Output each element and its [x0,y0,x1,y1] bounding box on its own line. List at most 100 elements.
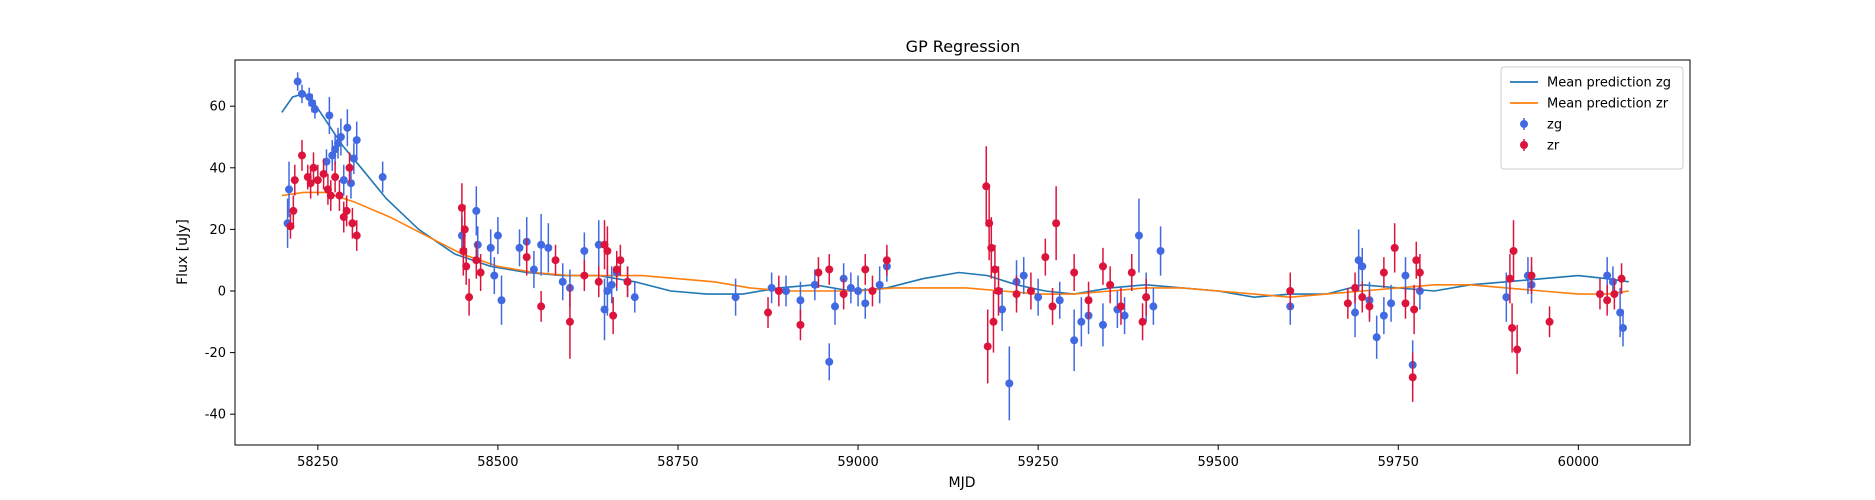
data-point [1412,256,1421,265]
y-tick-label: -40 [205,408,226,423]
legend-label: zg [1547,118,1562,133]
data-point [1505,274,1514,283]
data-point [346,179,355,188]
data-point [1616,308,1625,317]
data-point [1138,317,1147,326]
y-axis-label: Flux [uJy] [175,219,191,285]
data-point [352,136,361,145]
data-point [983,342,992,351]
legend-label: zr [1547,139,1560,154]
data-point [831,302,840,311]
data-point [782,287,791,295]
data-point [861,265,870,274]
x-tick-label: 60000 [1558,455,1599,470]
data-point [594,277,603,286]
data-point [1502,293,1511,302]
y-tick-label: 60 [209,100,226,115]
data-point [1070,336,1079,345]
data-point [861,299,870,308]
data-point [825,265,834,274]
data-point [1343,299,1352,308]
data-point [1401,271,1410,280]
data-point [308,99,317,108]
data-point [1410,305,1419,314]
data-point [343,123,352,132]
data-point [1365,302,1374,311]
data-point [1098,320,1107,329]
data-point [630,293,639,302]
data-point [612,265,621,274]
data-point [293,77,302,86]
data-point [994,287,1003,295]
data-point [1527,271,1536,280]
data-point [1358,262,1367,271]
data-point [462,262,471,271]
data-point [1379,311,1388,320]
data-point [989,317,998,326]
data-point [336,133,345,141]
data-point [839,290,848,299]
x-tick-label: 58250 [297,455,338,470]
data-point [565,317,574,326]
y-tick-label: 40 [209,161,226,176]
data-point [460,225,469,234]
data-point [875,280,884,289]
plot-content [281,72,1629,421]
data-point [868,287,877,295]
data-point [1401,299,1410,308]
data-point [1019,271,1028,280]
data-point [1077,317,1086,326]
data-point [515,243,524,252]
data-point [1149,302,1158,311]
data-point [457,203,466,212]
data-point [1005,379,1014,388]
data-point [1408,373,1417,382]
data-point [764,308,773,317]
data-point [623,277,632,286]
data-point [731,293,740,302]
data-point [310,105,319,114]
data-point [1106,280,1115,289]
data-point [544,243,553,252]
data-point [796,296,805,305]
data-point [465,293,474,302]
data-point [1351,283,1360,292]
data-point [774,287,783,295]
legend-box [1500,66,1684,170]
y-tick-label: 0 [218,285,226,300]
data-point [1055,296,1064,305]
legend-label: Mean prediction zg [1547,76,1671,91]
data-point [854,287,863,295]
x-axis: 58250 58500 58750 59000 59250 59500 59750 60000 [297,445,1599,470]
data-point [1120,311,1129,320]
data-point [990,265,999,274]
data-point [1034,293,1043,302]
data-point [600,240,609,249]
data-point [600,305,609,314]
data-point [767,283,776,292]
data-point [472,256,481,265]
data-point [1041,253,1050,262]
data-point [810,280,819,289]
data-point [551,256,560,265]
legend-point-swatch [1520,120,1528,128]
data-point [580,246,589,255]
legend-label: Mean prediction zr [1547,97,1669,112]
data-point [1617,274,1626,283]
data-point [1116,302,1125,311]
data-point [1012,290,1021,299]
data-point [303,173,312,182]
x-tick-label: 58500 [477,455,518,470]
data-point [814,268,823,277]
data-point [603,246,612,255]
x-tick-label: 59250 [1017,455,1058,470]
x-tick-label: 58750 [657,455,698,470]
data-point [313,176,322,185]
x-axis-label: MJD [949,475,976,491]
data-point [580,271,589,280]
x-tick-label: 59500 [1198,455,1239,470]
data-point [846,283,855,292]
data-point [529,265,538,274]
data-point [603,287,612,295]
data-point [1098,262,1107,271]
